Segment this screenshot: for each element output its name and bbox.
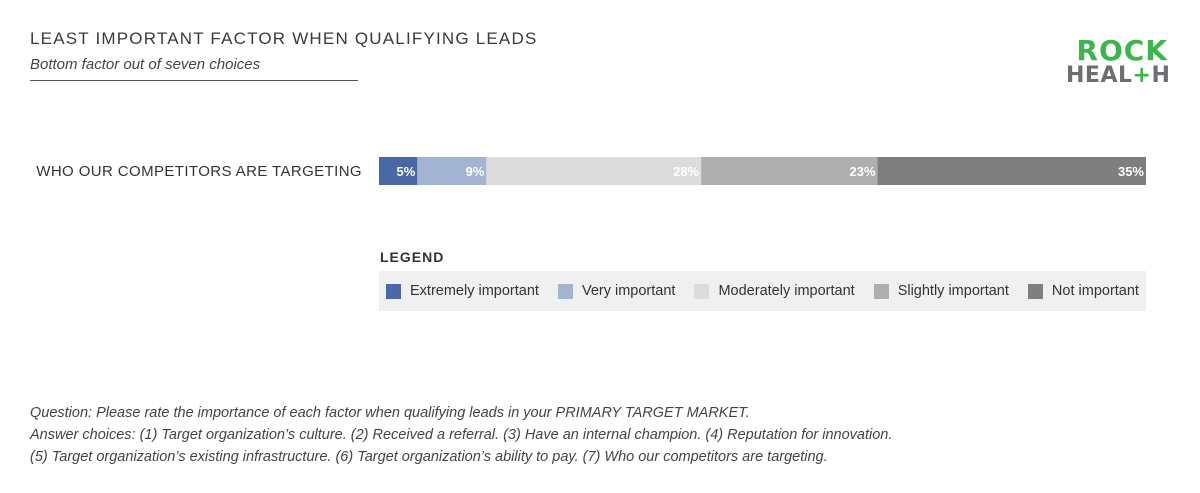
- data-label: 23%: [850, 164, 876, 179]
- legend-item: Slightly important: [873, 283, 1009, 299]
- legend-label: Slightly important: [897, 283, 1009, 299]
- subtitle-divider: [30, 80, 358, 81]
- bar-segment: [379, 157, 418, 185]
- data-label: 28%: [673, 164, 699, 179]
- legend-label: Very important: [581, 283, 676, 299]
- logo-line-2-suffix: H: [1151, 63, 1171, 88]
- legend-swatch: [1027, 283, 1043, 299]
- rock-health-logo: ROCK HEAL+H: [1066, 34, 1171, 89]
- logo-line-1: ROCK: [1076, 34, 1168, 67]
- data-label: 5%: [397, 164, 416, 179]
- legend-swatch: [557, 283, 573, 299]
- note-line: Answer choices: (1) Target organization’…: [30, 427, 893, 443]
- data-label: 35%: [1118, 164, 1144, 179]
- legend: Extremely important Very important Moderat…: [379, 271, 1146, 311]
- legend-swatch: [694, 283, 710, 299]
- bar-segment: [486, 157, 702, 185]
- legend-item: Very important: [557, 283, 676, 299]
- logo-plus-icon: +: [1132, 63, 1152, 88]
- legend-label: Moderately important: [718, 283, 855, 299]
- legend-label: Extremely important: [410, 283, 539, 299]
- bar-segment: [701, 157, 878, 185]
- legend-label: Not important: [1051, 283, 1139, 299]
- legend-item: Extremely important: [386, 283, 539, 299]
- note-line: Question: Please rate the importance of …: [30, 405, 750, 421]
- legend-swatch: [386, 283, 401, 299]
- bar-segment: [877, 157, 1146, 185]
- bar-segment: [417, 157, 487, 185]
- question-notes: Question: Please rate the importance of …: [30, 402, 1180, 468]
- stacked-bar-chart: WHO OUR COMPETITORS ARE TARGETING 5% 9% 28%…: [36, 157, 1146, 185]
- legend-title: LEGEND: [380, 249, 445, 265]
- legend-item: Moderately important: [694, 283, 855, 299]
- chart-subtitle: Bottom factor out of seven choices: [30, 56, 261, 73]
- logo-line-2: HEAL+H: [1066, 63, 1171, 88]
- logo-line-2-prefix: HEAL: [1066, 63, 1133, 88]
- data-label: 9%: [466, 164, 485, 179]
- note-line: (5) Target organization’s existing infra…: [30, 449, 828, 465]
- legend-swatch: [873, 283, 889, 299]
- category-label: WHO OUR COMPETITORS ARE TARGETING: [36, 163, 362, 180]
- chart-title: LEAST IMPORTANT FACTOR WHEN QUALIFYING L…: [30, 29, 538, 48]
- legend-item: Not important: [1027, 283, 1139, 299]
